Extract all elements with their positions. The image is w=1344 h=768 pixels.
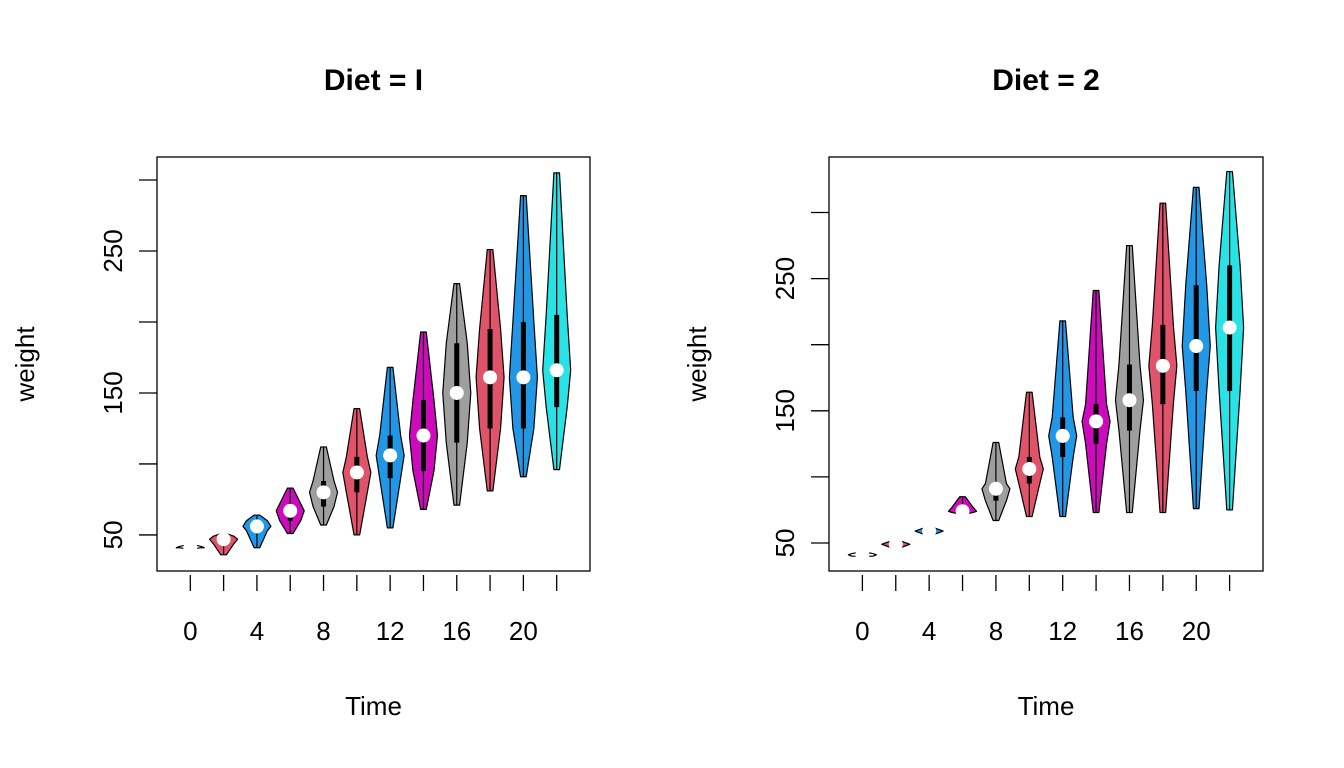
x-tick-label: 12 <box>376 616 405 646</box>
x-tick-label: 8 <box>316 616 330 646</box>
y-tick-label: 50 <box>98 520 128 549</box>
x-tick-label: 16 <box>1115 616 1144 646</box>
median-dot <box>888 537 903 552</box>
median-dot <box>516 370 531 385</box>
median-dot <box>1189 339 1204 354</box>
plot-box <box>156 156 591 572</box>
median-dot <box>955 504 970 519</box>
median-dot <box>483 370 498 385</box>
x-tick-label: 0 <box>183 616 197 646</box>
median-dot <box>383 448 398 463</box>
median-dot <box>855 547 870 562</box>
iqr-box <box>1193 285 1199 391</box>
x-tick-label: 20 <box>1182 616 1211 646</box>
median-dot <box>249 519 264 534</box>
median-dot <box>283 503 298 518</box>
median-dot <box>1122 393 1137 408</box>
y-axis-label: weight <box>10 326 40 403</box>
y-tick-label: 50 <box>770 529 800 558</box>
x-tick-label: 12 <box>1048 616 1077 646</box>
x-tick-label: 4 <box>922 616 936 646</box>
x-tick-label: 0 <box>855 616 869 646</box>
median-dot <box>1089 414 1104 429</box>
x-axis-label: Time <box>345 691 402 721</box>
median-dot <box>549 363 564 378</box>
x-tick-label: 16 <box>442 616 471 646</box>
plot-box <box>828 156 1264 572</box>
median-dot <box>1022 461 1037 476</box>
iqr-box <box>554 314 560 408</box>
x-axis-label: Time <box>1018 691 1075 721</box>
median-dot <box>316 485 331 500</box>
median-dot <box>1055 428 1070 443</box>
median-dot <box>988 481 1003 496</box>
x-tick-label: 4 <box>250 616 264 646</box>
median-dot <box>349 465 364 480</box>
y-tick-label: 250 <box>98 229 128 272</box>
x-tick-label: 20 <box>509 616 538 646</box>
y-tick-label: 150 <box>98 371 128 414</box>
y-axis-label: weight <box>682 326 712 403</box>
median-dot <box>216 532 231 547</box>
median-dot <box>922 524 937 539</box>
x-tick-label: 8 <box>989 616 1003 646</box>
median-dot <box>1155 358 1170 373</box>
median-dot <box>1222 320 1237 335</box>
y-tick-label: 250 <box>770 257 800 300</box>
median-dot <box>183 540 198 555</box>
median-dot <box>449 385 464 400</box>
median-dot <box>416 428 431 443</box>
y-tick-label: 150 <box>770 389 800 432</box>
chart-title: Diet = 2 <box>992 64 1100 97</box>
chart-title: Diet = I <box>324 64 423 97</box>
